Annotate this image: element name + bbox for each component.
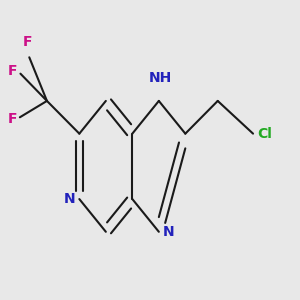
Text: NH: NH [149,70,172,85]
Text: N: N [64,192,76,206]
Text: F: F [23,35,33,49]
Text: N: N [162,225,174,239]
Text: Cl: Cl [257,127,272,141]
Text: F: F [8,112,17,126]
Text: F: F [8,64,17,78]
